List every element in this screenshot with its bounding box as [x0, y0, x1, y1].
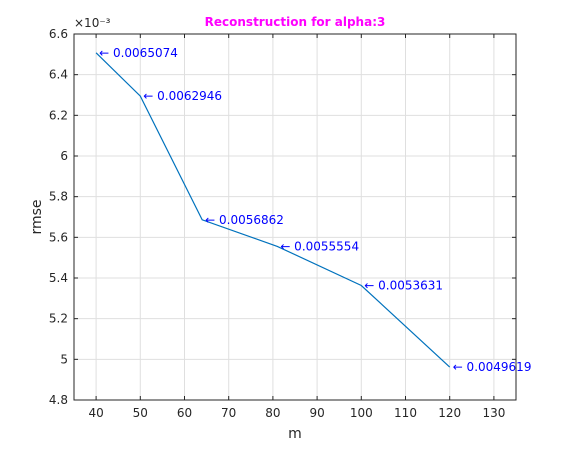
data-label: ← 0.0056862: [205, 213, 284, 227]
x-tick-label: 40: [88, 406, 103, 420]
x-tick-label: 100: [350, 406, 373, 420]
series-layer: [95, 52, 451, 368]
data-label: ← 0.0062946: [143, 89, 222, 103]
data-label: ← 0.0053631: [364, 279, 443, 293]
x-tick-label: 50: [133, 406, 148, 420]
annotation-layer: ← 0.0065074 ← 0.0062946 ← 0.0056862 ← 0.005…: [99, 46, 531, 374]
x-tick-label: 110: [394, 406, 417, 420]
grid: [74, 33, 516, 401]
x-tick-label: 90: [309, 406, 324, 420]
y-axis-label: rmse: [29, 199, 45, 234]
y-axis-exponent: ×10⁻³: [74, 16, 111, 30]
x-axis-label: m: [288, 426, 302, 442]
x-tick-label: 80: [265, 406, 280, 420]
x-tick-label: 130: [482, 406, 505, 420]
data-label: ← 0.0049619: [453, 360, 532, 374]
series-line: [95, 52, 451, 368]
data-label: ← 0.0065074: [99, 46, 178, 60]
axes: 40 50 60 70 80 90 100 110 120 130 4.8 5 5.2 5.4 5.6 5.8…: [49, 27, 517, 420]
chart-title: Reconstruction for alpha:3: [205, 15, 386, 29]
data-label: ← 0.0055554: [280, 239, 359, 253]
y-tick-label: 5.4: [49, 271, 68, 285]
y-tick-label: 5.6: [49, 230, 68, 244]
x-tick-label: 70: [221, 406, 236, 420]
axes-box: [73, 33, 517, 401]
y-tick-label: 5.2: [49, 312, 68, 326]
y-tick-label: 5: [60, 352, 68, 366]
y-tick-label: 4.8: [49, 393, 68, 407]
y-tick-label: 6: [60, 149, 68, 163]
x-tick-label: 120: [438, 406, 461, 420]
y-tick-label: 6.4: [49, 68, 68, 82]
y-tick-label: 5.8: [49, 190, 68, 204]
y-tick-label: 6.6: [49, 27, 68, 41]
plot-area: [74, 34, 516, 400]
y-tick-label: 6.2: [49, 108, 68, 122]
x-tick-label: 60: [177, 406, 192, 420]
